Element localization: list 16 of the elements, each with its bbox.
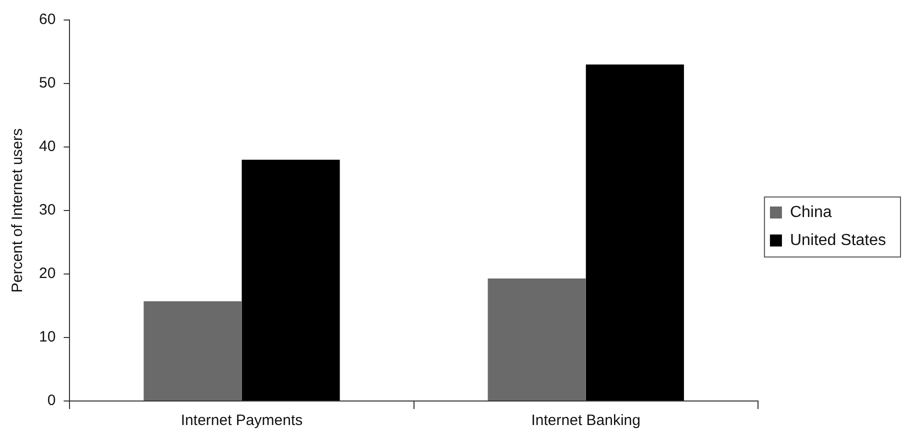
x-tick-label: Internet Banking <box>531 412 641 430</box>
y-axis-title: Percent of Internet users <box>9 128 26 293</box>
legend-label: China <box>790 204 832 221</box>
y-tick-label: 40 <box>38 138 56 156</box>
x-tick-label: Internet Payments <box>180 412 303 430</box>
bar <box>488 278 586 400</box>
y-tick-label: 60 <box>38 11 56 28</box>
bar <box>242 160 340 400</box>
y-tick-label: 30 <box>38 202 56 219</box>
y-tick-label: 20 <box>38 265 56 282</box>
legend-label: United States <box>790 232 886 249</box>
bar <box>586 64 684 400</box>
y-tick-label: 50 <box>38 74 56 92</box>
bar <box>144 301 242 400</box>
y-tick-label: 10 <box>38 328 56 346</box>
y-tick-label: 0 <box>47 392 56 410</box>
